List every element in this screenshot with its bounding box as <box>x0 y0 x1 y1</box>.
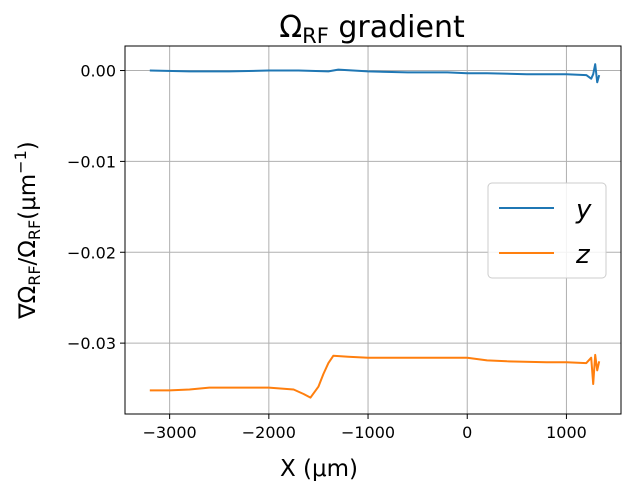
x-axis-label: X (μm) <box>280 456 358 482</box>
x-tick-label: 1000 <box>546 423 587 442</box>
chart-title: ΩRF gradient <box>279 10 465 48</box>
series-layer <box>149 63 601 399</box>
x-tick-label: −1000 <box>341 423 395 442</box>
legend-box <box>487 182 607 279</box>
legend-label-z: z <box>575 240 591 270</box>
legend: y z <box>487 182 607 279</box>
x-tick-label: 0 <box>462 423 472 442</box>
y-axis-label: ∇ΩRF/ΩRF(μm−1) <box>11 141 44 320</box>
legend-label-y: y <box>575 195 592 225</box>
series-line-y <box>149 63 601 84</box>
y-tick-label: −0.01 <box>67 152 116 171</box>
plot-frame <box>124 45 622 415</box>
y-tick-label: 0.00 <box>80 62 116 81</box>
x-tick-label: −3000 <box>143 423 197 442</box>
ticks: −3000 −2000 −1000 0 1000 0.00 −0.01 −0.02 −0.03 <box>67 62 587 442</box>
y-tick-label: −0.03 <box>67 334 116 353</box>
series-line-z <box>149 353 601 399</box>
y-tick-label: −0.02 <box>67 243 116 262</box>
x-tick-label: −2000 <box>242 423 296 442</box>
